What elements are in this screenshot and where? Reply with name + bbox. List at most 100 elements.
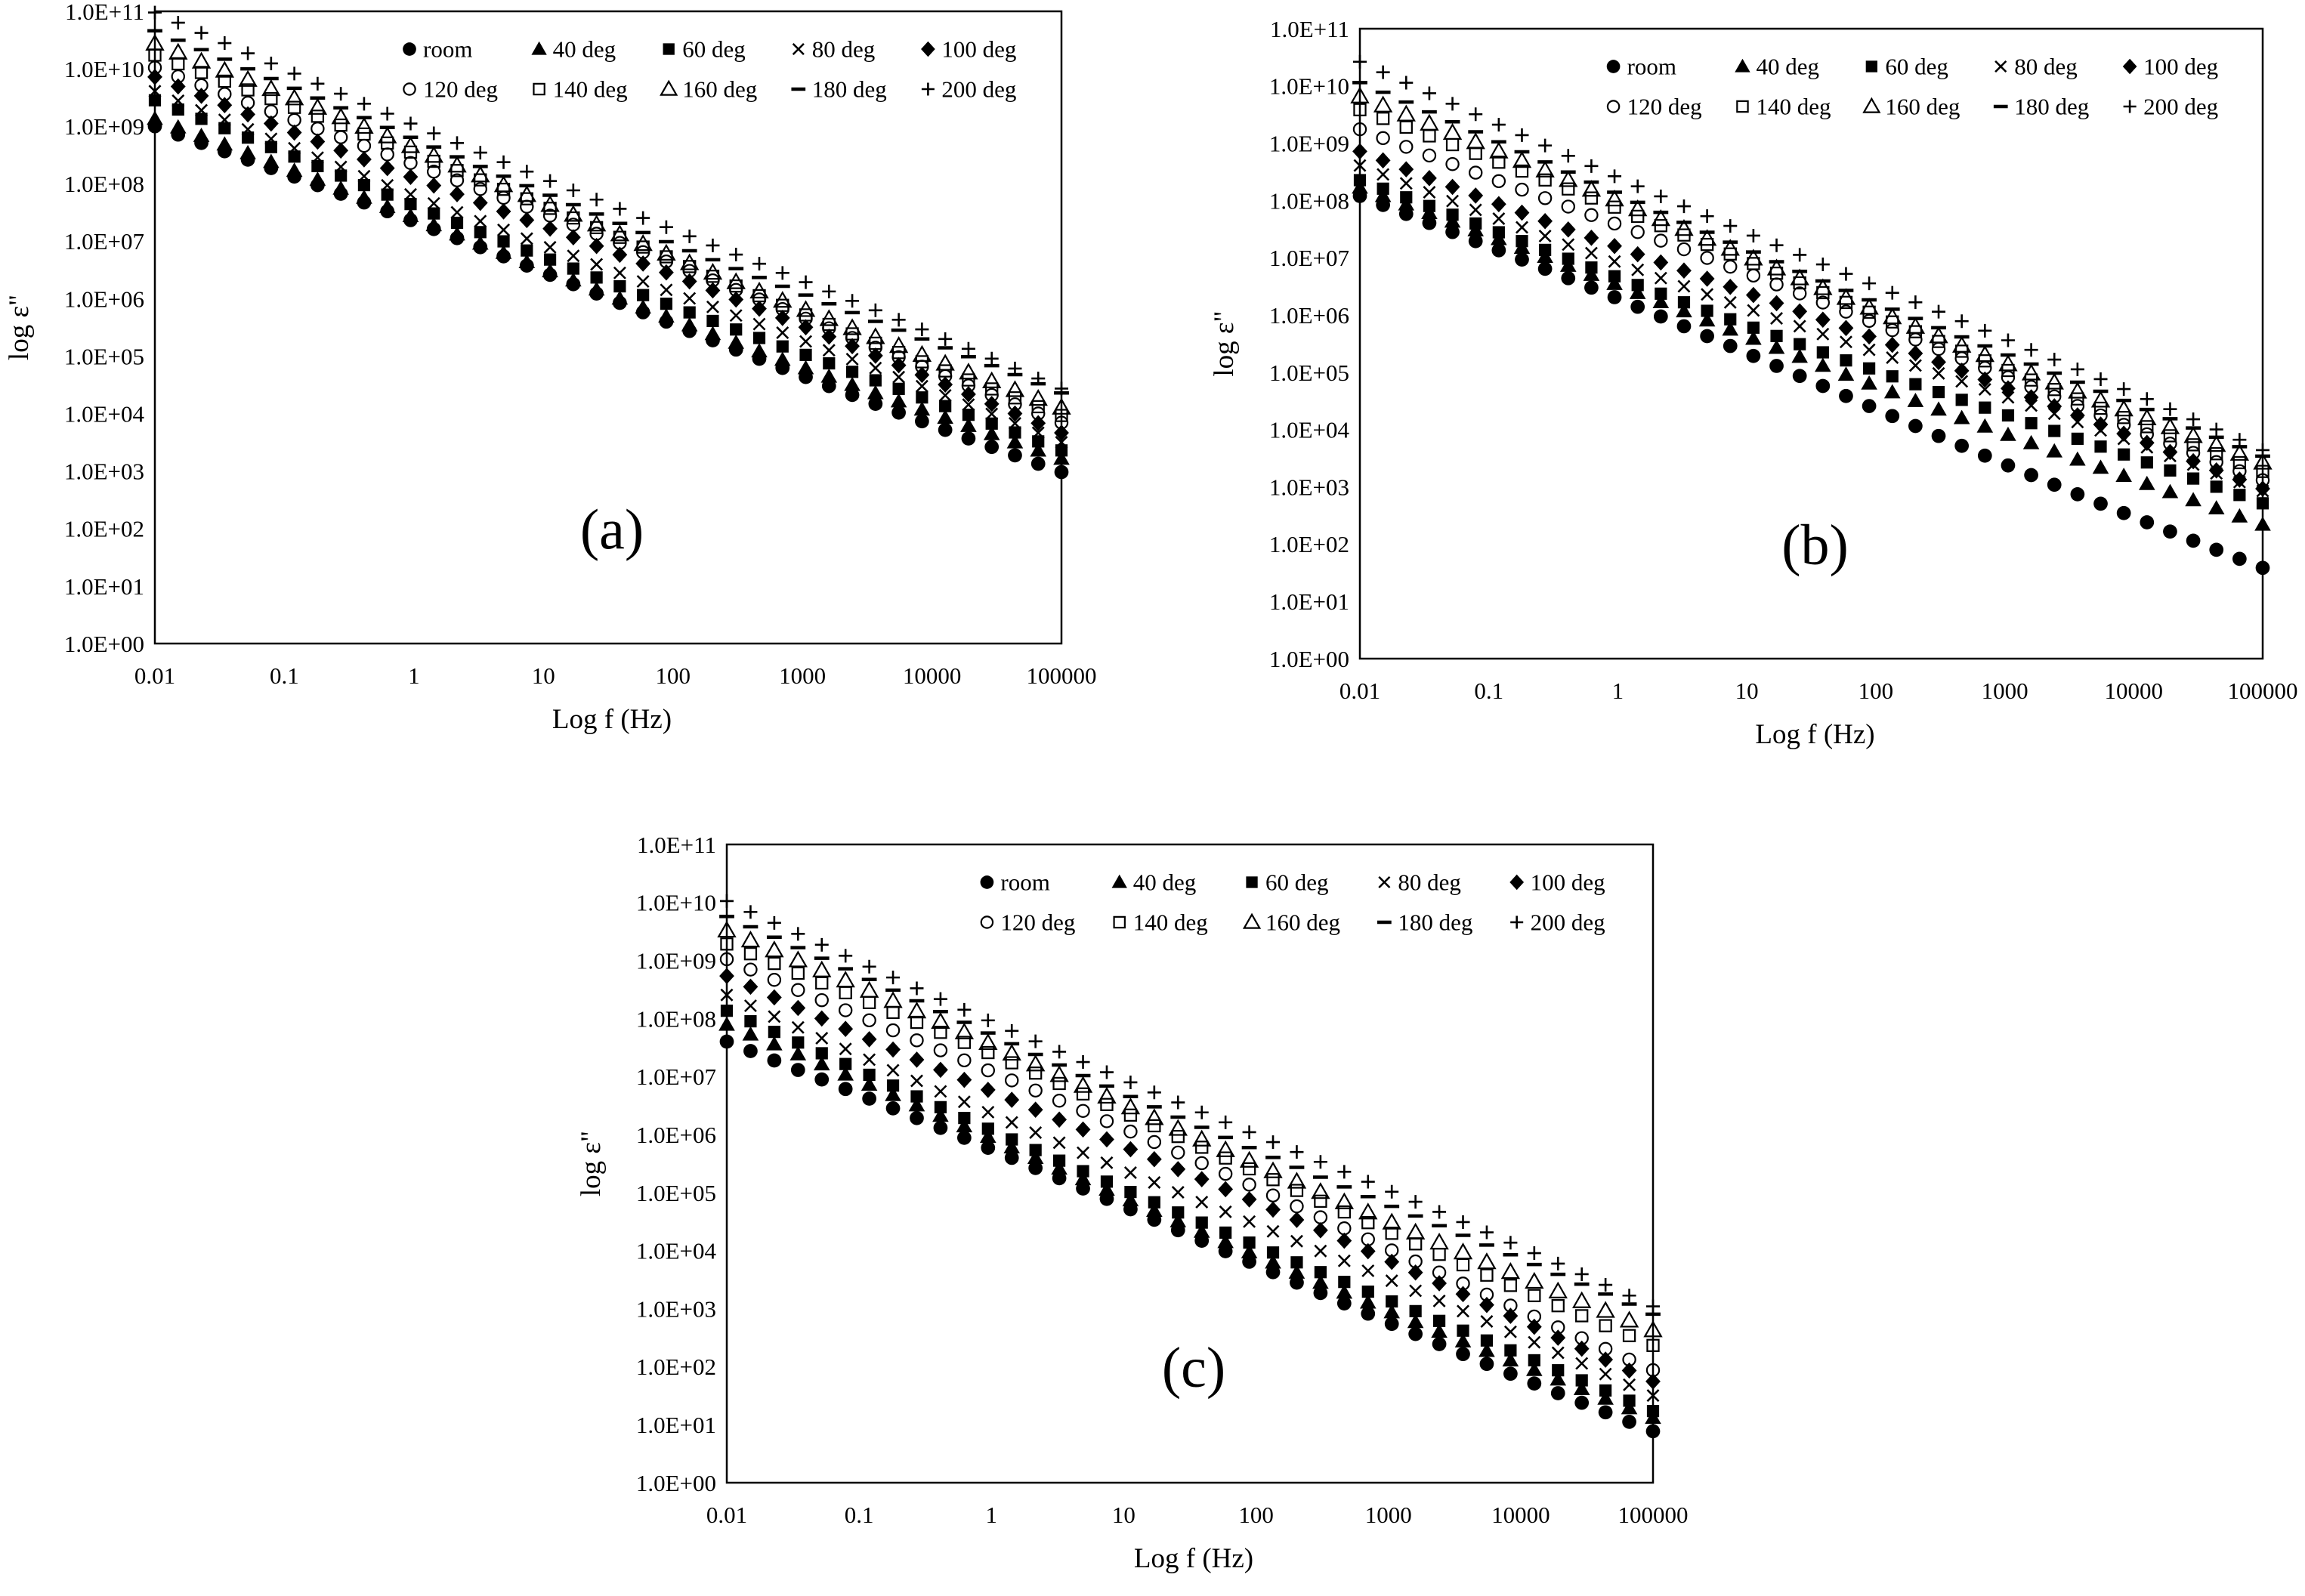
data-series	[1352, 179, 2271, 531]
data-point	[916, 391, 928, 404]
data-point	[956, 1131, 972, 1145]
data-point	[1479, 1225, 1494, 1239]
data-point	[706, 314, 719, 328]
data-point	[861, 1076, 878, 1091]
data-point	[2070, 486, 2085, 502]
data-point	[2070, 399, 2085, 413]
data-point	[776, 326, 789, 340]
x-tick-label: 0.01	[134, 662, 175, 689]
x-tick-label: 1	[986, 1502, 998, 1528]
data-point	[1839, 304, 1853, 319]
data-point	[743, 999, 757, 1013]
data-point	[218, 122, 231, 134]
data-point	[1480, 1315, 1494, 1328]
data-point	[981, 1013, 995, 1027]
data-point	[497, 235, 510, 248]
y-tick-label: 1.0E+03	[64, 458, 144, 485]
data-point	[1528, 1354, 1540, 1367]
data-point	[1122, 1192, 1139, 1207]
data-point	[814, 1072, 830, 1087]
data-point	[2047, 477, 2062, 492]
data-point	[1005, 1023, 1019, 1038]
data-point	[1171, 1145, 1185, 1160]
legend-label: 160 deg	[1265, 909, 1340, 936]
data-point	[403, 156, 418, 170]
data-point	[1978, 323, 1992, 338]
data-point	[1423, 129, 1436, 143]
data-point	[542, 220, 558, 237]
data-point	[766, 989, 782, 1006]
legend-label: 160 deg	[682, 76, 757, 103]
x-tick-label: 1	[1612, 678, 1624, 704]
data-point	[1314, 1194, 1327, 1208]
legend-marker	[403, 82, 416, 96]
data-point	[520, 232, 533, 245]
data-point	[1607, 237, 1622, 255]
data-point	[2232, 464, 2247, 478]
data-point	[706, 270, 720, 283]
data-point	[729, 248, 743, 262]
data-point	[1551, 1299, 1565, 1313]
data-point	[1052, 1045, 1067, 1059]
data-point	[1312, 1274, 1329, 1289]
data-point	[1502, 1352, 1519, 1367]
data-point	[1099, 1065, 1114, 1079]
data-point	[1027, 1150, 1044, 1165]
data-series	[719, 1034, 1661, 1439]
data-series	[1353, 159, 2269, 498]
data-series	[720, 988, 1660, 1403]
data-point	[774, 351, 791, 366]
data-point	[1099, 1131, 1114, 1148]
data-point	[1148, 1119, 1161, 1133]
legend-marker	[660, 79, 678, 96]
data-point	[1862, 276, 1877, 291]
data-point	[717, 920, 737, 938]
data-point	[820, 368, 838, 383]
data-point	[2163, 437, 2177, 451]
data-point	[1815, 378, 1831, 394]
data-point	[2232, 471, 2248, 488]
data-point	[566, 183, 580, 197]
data-point	[1337, 1165, 1352, 1179]
data-point	[1598, 1351, 1614, 1368]
data-point	[775, 266, 789, 280]
data-point	[264, 104, 279, 119]
data-point	[1334, 1192, 1355, 1209]
data-point	[819, 309, 839, 326]
data-point	[1598, 1341, 1613, 1357]
data-point	[264, 140, 277, 153]
panel-label: (b)	[1781, 514, 1849, 577]
y-axis-label: log ε"	[576, 1131, 607, 1196]
y-tick-label: 1.0E+08	[1269, 187, 1349, 214]
x-tick-label: 1000	[779, 662, 826, 689]
data-point	[1622, 1352, 1636, 1367]
data-point	[379, 198, 396, 213]
data-point	[2210, 447, 2223, 461]
data-point	[1456, 1276, 1470, 1291]
data-point	[791, 927, 805, 941]
data-point	[496, 155, 511, 169]
data-point	[1630, 225, 1645, 239]
data-point	[1074, 1171, 1092, 1186]
data-point	[1360, 1243, 1376, 1260]
data-point	[335, 169, 348, 182]
legend-marker	[1509, 874, 1525, 891]
data-point	[1031, 400, 1045, 414]
data-point	[892, 382, 905, 395]
data-point	[981, 371, 1002, 388]
data-point	[815, 976, 829, 990]
data-point	[719, 952, 734, 967]
data-point	[1954, 314, 1969, 329]
data-point	[836, 971, 855, 988]
data-point	[1456, 1347, 1470, 1362]
data-point	[1468, 187, 1484, 204]
data-point	[913, 401, 931, 416]
data-point	[450, 205, 464, 219]
data-point	[1266, 1246, 1280, 1259]
legend-label: room	[1627, 54, 1676, 80]
data-point	[1009, 426, 1021, 439]
data-point	[1243, 1236, 1256, 1249]
data-point	[885, 1101, 901, 1116]
data-point	[981, 1105, 995, 1119]
data-point	[1552, 1364, 1565, 1377]
